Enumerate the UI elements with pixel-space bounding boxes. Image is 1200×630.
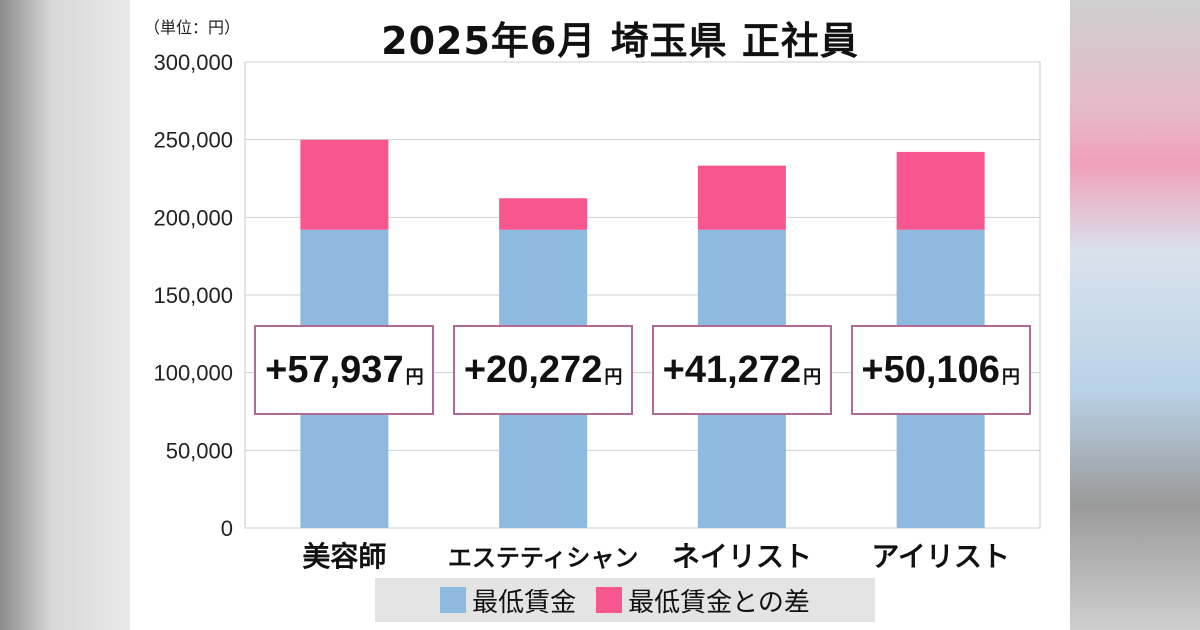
background-left xyxy=(0,0,130,630)
legend-item-diff: 最低賃金との差 xyxy=(596,582,810,619)
y-tick-label: 200,000 xyxy=(153,205,233,230)
x-tick-label: 美容師 xyxy=(302,540,386,573)
chart-card: （単位：円） 2025年6月 埼玉県 正社員 0 50,000 100,000 150… xyxy=(130,0,1070,630)
x-tick-label: ネイリスト xyxy=(672,540,812,573)
y-tick-label: 300,000 xyxy=(153,50,233,75)
background-right xyxy=(1070,0,1200,630)
diff-label-box: +41,272 円 xyxy=(651,325,832,415)
diff-unit: 円 xyxy=(604,367,623,388)
unit-label: （単位：円） xyxy=(144,18,241,37)
diff-label-box: +20,272 円 xyxy=(453,325,634,415)
diff-unit: 円 xyxy=(1001,367,1020,388)
diff-unit: 円 xyxy=(803,367,822,388)
bar-diff xyxy=(697,165,786,230)
legend-swatch-diff xyxy=(596,587,623,613)
y-tick-label: 150,000 xyxy=(153,283,233,308)
legend-swatch-base xyxy=(440,587,467,613)
y-tick-label: 250,000 xyxy=(153,128,233,153)
diff-label-box: +57,937 円 xyxy=(254,325,435,415)
y-tick-label: 0 xyxy=(221,516,233,541)
chart-title: 2025年6月 埼玉県 正社員 xyxy=(381,19,859,63)
diff-value: +50,106 xyxy=(861,348,1000,391)
bar-diff xyxy=(896,151,985,230)
x-tick-label: エステティシャン xyxy=(448,544,639,572)
x-tick-label: アイリスト xyxy=(871,540,1010,573)
diff-value: +57,937 xyxy=(265,348,404,391)
y-tick-label: 100,000 xyxy=(153,361,233,386)
bar-diff xyxy=(300,139,389,230)
diff-unit: 円 xyxy=(405,367,424,388)
diff-value: +41,272 xyxy=(662,348,802,391)
bar-diff xyxy=(499,198,588,230)
y-tick-label: 50,000 xyxy=(166,438,233,463)
legend: 最低賃金 最低賃金との差 xyxy=(375,578,875,622)
legend-label-base: 最低賃金 xyxy=(472,587,577,618)
legend-item-base: 最低賃金 xyxy=(440,582,576,619)
bar-chart: 0 50,000 100,000 150,000 200,000 250,000 300,0… xyxy=(153,50,1041,573)
legend-label-diff: 最低賃金との差 xyxy=(628,587,810,618)
diff-label-box: +50,106 円 xyxy=(850,325,1031,415)
diff-value: +20,272 xyxy=(463,348,603,391)
